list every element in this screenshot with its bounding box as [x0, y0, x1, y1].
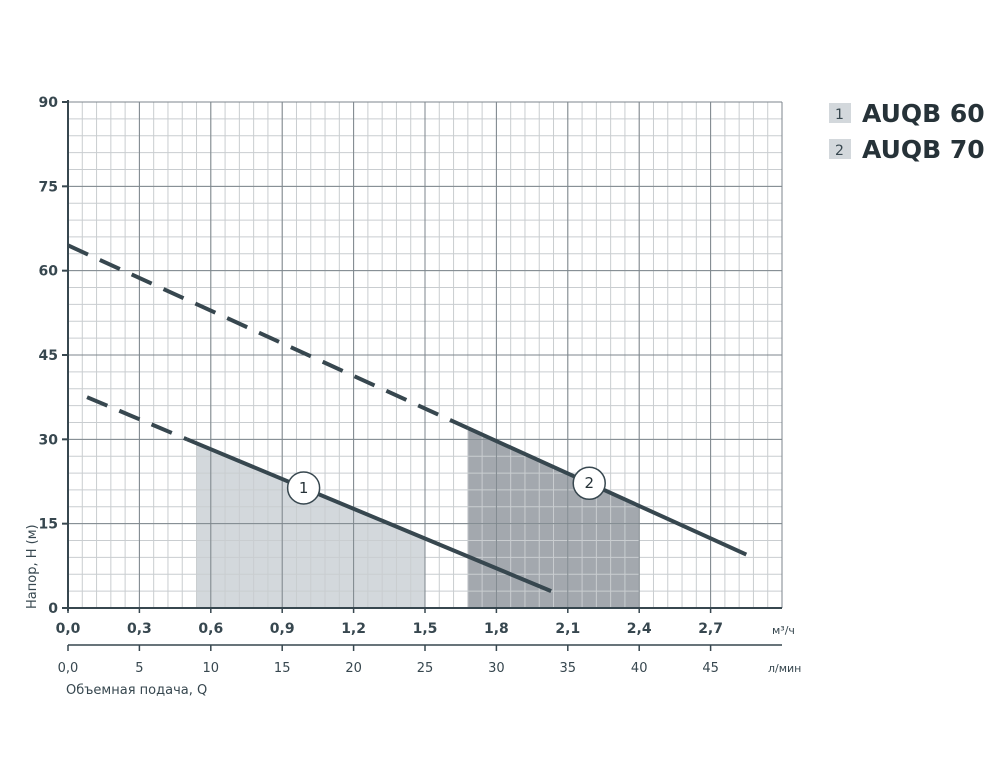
x-tick-label-lmin: 5 [135, 661, 143, 676]
x-tick-label-lmin: 0,0 [58, 661, 79, 676]
x-tick-label-lmin: 25 [417, 661, 434, 676]
x-tick-label-m3h: 0,9 [270, 621, 295, 637]
legend-number-1: 1 [835, 107, 844, 123]
x-axis-title: Объемная подача, Q [66, 683, 207, 698]
curve-marker-1: 1 [286, 471, 321, 505]
legend-item-1: 1 AUQB 60 [829, 99, 985, 128]
x-tick-label-m3h: 2,1 [555, 621, 580, 637]
y-tick-label: 15 [39, 517, 58, 533]
y-tick-label: 60 [39, 264, 59, 280]
curve-dashed-2 [67, 243, 469, 430]
curve-solid-1 [186, 437, 552, 593]
x-tick-label-lmin: 40 [631, 661, 648, 676]
x-tick-label-m3h: 1,8 [484, 621, 509, 637]
y-axis-title: Напор, H (м) [25, 524, 40, 609]
grid-major [68, 101, 783, 608]
x-tick-label-lmin: 45 [702, 661, 719, 676]
working-range-fills [196, 428, 640, 608]
curve-marker-label-2: 2 [584, 474, 594, 492]
y-tick-label: 30 [39, 432, 59, 448]
legend-item-2: 2 AUQB 70 [829, 135, 985, 164]
legend-name-2: AUQB 70 [862, 135, 985, 164]
curve-dashed-1 [86, 395, 188, 442]
x-unit-lmin: л/мин [768, 662, 801, 675]
x-tick-label-m3h: 0,0 [56, 621, 81, 637]
legend-swatch-1 [829, 103, 851, 123]
legend-name-1: AUQB 60 [862, 99, 985, 128]
y-tick-label: 90 [39, 95, 59, 111]
x-tick-label-m3h: 1,2 [341, 621, 366, 637]
axes [62, 100, 782, 651]
curve-marker-2: 2 [572, 466, 606, 500]
legend-number-2: 2 [835, 143, 844, 159]
x-tick-label-m3h: 2,7 [698, 621, 723, 637]
curve-marker-circle-1 [286, 471, 321, 505]
x-tick-label-lmin: 35 [560, 661, 577, 676]
x-unit-m3h: м³/ч [772, 624, 795, 637]
y-tick-label: 45 [39, 348, 58, 364]
curve-solid-2 [467, 426, 748, 557]
x-tick-label-m3h: 2,4 [627, 621, 652, 637]
x-tick-label-m3h: 1,5 [413, 621, 438, 637]
legend-swatch-2 [829, 139, 851, 159]
x-tick-label-m3h: 0,6 [198, 621, 223, 637]
curve-marker-circle-2 [572, 466, 606, 500]
x-tick-label-lmin: 10 [203, 661, 220, 676]
x-tick-label-lmin: 30 [488, 661, 505, 676]
curve-marker-label-1: 1 [299, 479, 309, 497]
x-tick-label-m3h: 0,3 [127, 621, 152, 637]
x-tick-label-lmin: 20 [345, 661, 362, 676]
legend: 1 AUQB 60 2 AUQB 70 [829, 99, 985, 164]
y-tick-label: 0 [48, 601, 58, 617]
x-tick-label-lmin: 15 [274, 661, 291, 676]
y-tick-label: 75 [39, 179, 58, 195]
